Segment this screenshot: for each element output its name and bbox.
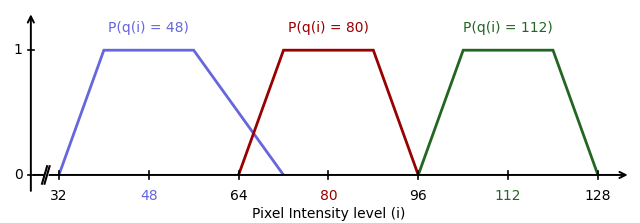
Text: 96: 96 — [410, 189, 427, 203]
Text: P(q(i) = 112): P(q(i) = 112) — [463, 21, 553, 35]
Text: P(q(i) = 80): P(q(i) = 80) — [288, 21, 369, 35]
Text: 112: 112 — [495, 189, 522, 203]
Text: P(q(i) = 48): P(q(i) = 48) — [108, 21, 189, 35]
Text: 128: 128 — [585, 189, 611, 203]
Text: Pixel Intensity level (i): Pixel Intensity level (i) — [252, 207, 405, 221]
Text: 64: 64 — [230, 189, 248, 203]
Text: 1: 1 — [13, 43, 22, 57]
Text: 0: 0 — [13, 168, 22, 182]
Text: 32: 32 — [50, 189, 68, 203]
Text: 48: 48 — [140, 189, 157, 203]
Text: 80: 80 — [319, 189, 337, 203]
